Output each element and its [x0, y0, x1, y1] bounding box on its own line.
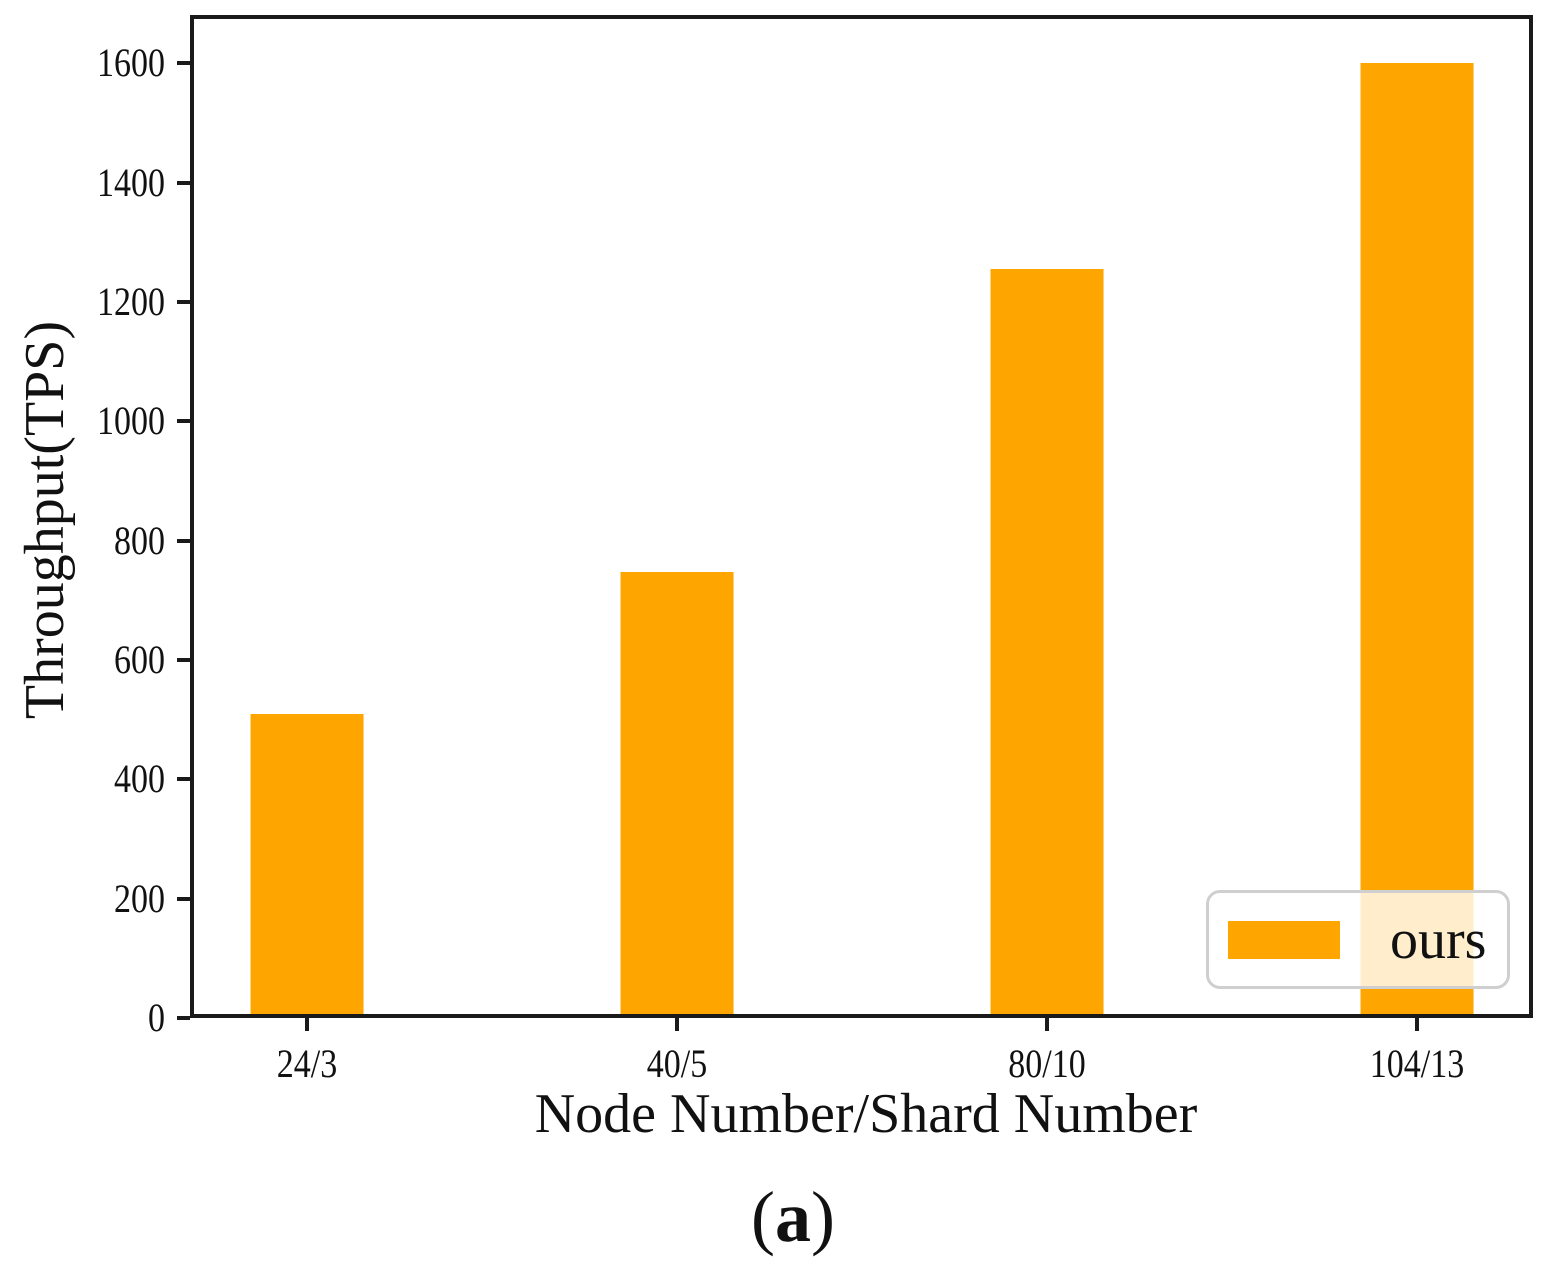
subfigure-caption: (a): [751, 1177, 835, 1257]
bar: [620, 571, 734, 1018]
y-axis-title: Throughput(TPS): [14, 320, 76, 720]
y-tick-mark: [177, 657, 190, 662]
y-tick-label: 600: [114, 636, 165, 682]
caption-letter: a: [775, 1177, 811, 1257]
y-tick-label: 1000: [97, 398, 165, 444]
y-tick-mark: [177, 61, 190, 66]
y-tick-label: 400: [114, 756, 165, 802]
legend-label: ours: [1390, 908, 1487, 971]
y-tick-mark: [177, 777, 190, 782]
y-tick-mark: [177, 538, 190, 543]
legend: ours: [1206, 890, 1510, 989]
bar: [1360, 63, 1474, 1018]
x-axis-title: Node Number/Shard Number: [534, 1083, 1198, 1145]
y-tick-label: 1200: [97, 278, 165, 324]
axes-frame: [190, 15, 1533, 1018]
x-tick-label: 24/3: [276, 1041, 338, 1086]
x-tick-mark: [304, 1018, 309, 1031]
y-tick-mark: [177, 180, 190, 185]
y-tick-mark: [177, 419, 190, 424]
y-tick-label: 800: [114, 517, 165, 563]
bar: [990, 269, 1104, 1018]
y-tick-label: 0: [148, 995, 165, 1040]
x-tick-mark: [674, 1018, 679, 1031]
bar: [250, 713, 364, 1018]
y-tick-mark: [177, 896, 190, 901]
caption-close-paren: ): [811, 1177, 835, 1257]
plot-area: ours 0 200 400 600 800 1000 1200 1400 1600 24/3 40…: [97, 15, 1533, 1084]
y-tick-mark: [177, 1016, 190, 1020]
y-tick-label: 1400: [97, 159, 165, 205]
x-tick-label: 80/10: [1008, 1041, 1086, 1086]
y-tick-label: 200: [114, 875, 165, 921]
x-tick-mark: [1414, 1018, 1419, 1031]
y-tick-label: 1600: [97, 40, 165, 86]
legend-swatch-ours: [1228, 920, 1340, 959]
x-tick-label: 104/13: [1369, 1041, 1465, 1086]
y-tick-mark: [177, 299, 190, 304]
x-tick-label: 40/5: [646, 1041, 708, 1086]
caption-open-paren: (: [751, 1177, 775, 1257]
x-tick-mark: [1044, 1018, 1049, 1031]
